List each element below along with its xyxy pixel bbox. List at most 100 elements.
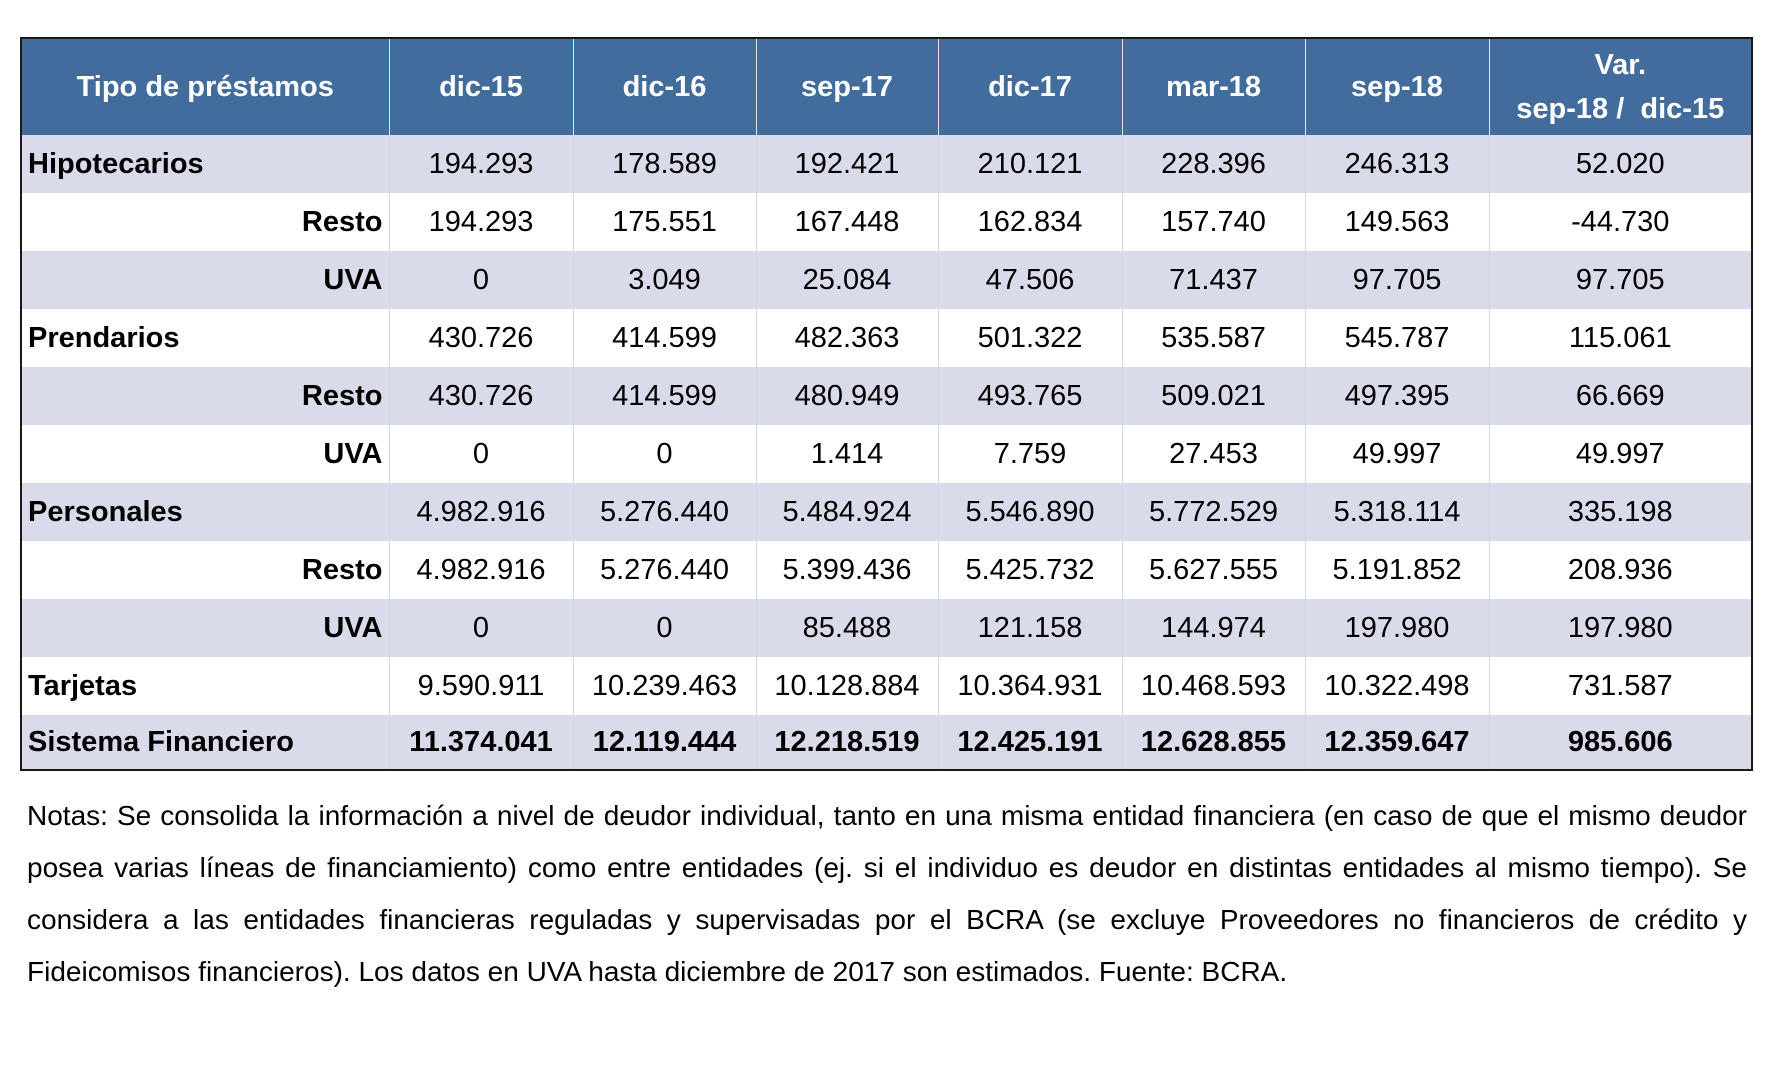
header-cell: sep-18 <box>1304 38 1489 135</box>
value-cell: 482.363 <box>755 309 938 367</box>
value-cell: 5.425.732 <box>937 541 1122 599</box>
header-cell: Tipo de préstamos <box>21 38 389 135</box>
value-cell: 335.198 <box>1488 483 1752 541</box>
value-cell: 430.726 <box>388 309 573 367</box>
value-cell: 0 <box>572 599 756 657</box>
table-row: Sistema Financiero 11.374.041 12.119.444 12… <box>21 715 1752 770</box>
notes: Notas: Se consolida la información a niv… <box>27 800 1747 987</box>
variation-label: Var. <box>1594 49 1647 81</box>
value-cell: 0 <box>572 425 756 483</box>
header-row: Tipo de préstamos dic-15 dic-16 sep-17 d… <box>21 38 1752 135</box>
value-cell: 5.484.924 <box>755 483 938 541</box>
row-label: UVA <box>21 599 389 657</box>
value-cell: 7.759 <box>937 425 1122 483</box>
value-cell: 12.359.647 <box>1304 715 1489 770</box>
value-cell: -44.730 <box>1488 193 1752 251</box>
value-cell: 0 <box>388 599 573 657</box>
value-cell: 228.396 <box>1121 135 1305 193</box>
value-cell: 985.606 <box>1488 715 1752 770</box>
table-row: Resto 430.726 414.599 480.949 493.765 509.021… <box>21 367 1752 425</box>
value-cell: 10.322.498 <box>1304 657 1489 715</box>
value-cell: 97.705 <box>1304 251 1489 309</box>
value-cell: 210.121 <box>937 135 1122 193</box>
value-cell: 149.563 <box>1304 193 1489 251</box>
value-cell: 5.276.440 <box>572 541 756 599</box>
value-cell: 5.276.440 <box>572 483 756 541</box>
value-cell: 5.627.555 <box>1121 541 1305 599</box>
value-cell: 10.128.884 <box>755 657 938 715</box>
table-row: UVA 0 0 85.488 121.158 144.974 197.980 197.980 <box>21 599 1752 657</box>
value-cell: 10.468.593 <box>1121 657 1305 715</box>
loans-table: Tipo de préstamos dic-15 dic-16 sep-17 d… <box>20 37 1753 771</box>
value-cell: 157.740 <box>1121 193 1305 251</box>
value-cell: 192.421 <box>755 135 938 193</box>
value-cell: 501.322 <box>937 309 1122 367</box>
row-label: Prendarios <box>21 309 389 367</box>
value-cell: 11.374.041 <box>388 715 573 770</box>
value-cell: 5.772.529 <box>1121 483 1305 541</box>
value-cell: 49.997 <box>1488 425 1752 483</box>
value-cell: 497.395 <box>1304 367 1489 425</box>
value-cell: 12.119.444 <box>572 715 756 770</box>
value-cell: 5.191.852 <box>1304 541 1489 599</box>
value-cell: 0 <box>388 251 573 309</box>
value-cell: 414.599 <box>572 367 756 425</box>
value-cell: 97.705 <box>1488 251 1752 309</box>
value-cell: 4.982.916 <box>388 483 573 541</box>
value-cell: 25.084 <box>755 251 938 309</box>
value-cell: 208.936 <box>1488 541 1752 599</box>
value-cell: 144.974 <box>1121 599 1305 657</box>
variation-period: sep-18 / dic-15 <box>1516 93 1725 125</box>
value-cell: 12.628.855 <box>1121 715 1305 770</box>
header-cell: dic-16 <box>572 38 756 135</box>
value-cell: 5.399.436 <box>755 541 938 599</box>
value-cell: 12.425.191 <box>937 715 1122 770</box>
value-cell: 197.980 <box>1304 599 1489 657</box>
value-cell: 197.980 <box>1488 599 1752 657</box>
value-cell: 27.453 <box>1121 425 1305 483</box>
row-label: Resto <box>21 367 389 425</box>
value-cell: 115.061 <box>1488 309 1752 367</box>
value-cell: 414.599 <box>572 309 756 367</box>
value-cell: 535.587 <box>1121 309 1305 367</box>
value-cell: 10.239.463 <box>572 657 756 715</box>
value-cell: 66.669 <box>1488 367 1752 425</box>
table-row: Prendarios 430.726 414.599 482.363 501.322 53… <box>21 309 1752 367</box>
value-cell: 194.293 <box>388 193 573 251</box>
header-cell: mar-18 <box>1121 38 1305 135</box>
value-cell: 731.587 <box>1488 657 1752 715</box>
value-cell: 121.158 <box>937 599 1122 657</box>
value-cell: 480.949 <box>755 367 938 425</box>
table-row: Personales 4.982.916 5.276.440 5.484.924 5.5… <box>21 483 1752 541</box>
value-cell: 9.590.911 <box>388 657 573 715</box>
row-label: Resto <box>21 541 389 599</box>
value-cell: 0 <box>388 425 573 483</box>
header-cell: dic-15 <box>388 38 573 135</box>
value-cell: 5.318.114 <box>1304 483 1489 541</box>
value-cell: 49.997 <box>1304 425 1489 483</box>
value-cell: 1.414 <box>755 425 938 483</box>
value-cell: 12.218.519 <box>755 715 938 770</box>
row-label: Sistema Financiero <box>21 715 389 770</box>
row-label: Tarjetas <box>21 657 389 715</box>
row-label: UVA <box>21 425 389 483</box>
row-label: UVA <box>21 251 389 309</box>
value-cell: 194.293 <box>388 135 573 193</box>
value-cell: 47.506 <box>937 251 1122 309</box>
value-cell: 509.021 <box>1121 367 1305 425</box>
row-label: Hipotecarios <box>21 135 389 193</box>
value-cell: 3.049 <box>572 251 756 309</box>
table-row: UVA 0 0 1.414 7.759 27.453 49.997 49.997 <box>21 425 1752 483</box>
table-row: Tarjetas 9.590.911 10.239.463 10.128.884 10.… <box>21 657 1752 715</box>
row-label: Resto <box>21 193 389 251</box>
value-cell: 167.448 <box>755 193 938 251</box>
header-cell: dic-17 <box>937 38 1122 135</box>
table-row: Hipotecarios 194.293 178.589 192.421 210.121… <box>21 135 1752 193</box>
value-cell: 493.765 <box>937 367 1122 425</box>
value-cell: 52.020 <box>1488 135 1752 193</box>
header-cell: sep-17 <box>755 38 938 135</box>
value-cell: 85.488 <box>755 599 938 657</box>
row-label: Personales <box>21 483 389 541</box>
value-cell: 175.551 <box>572 193 756 251</box>
value-cell: 71.437 <box>1121 251 1305 309</box>
